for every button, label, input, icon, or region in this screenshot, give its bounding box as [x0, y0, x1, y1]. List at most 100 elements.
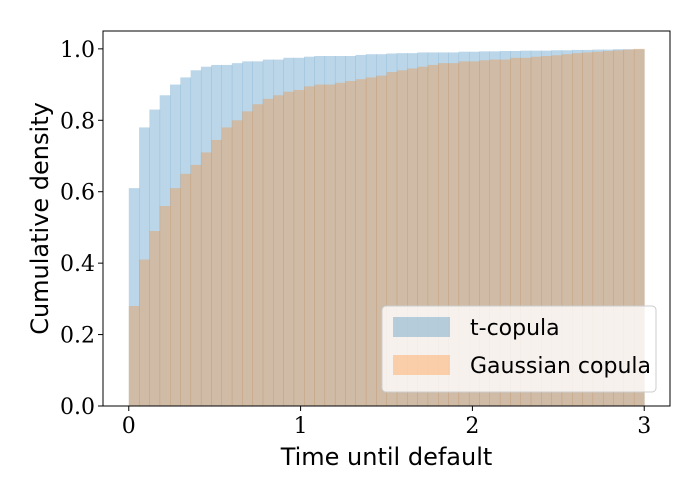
bar-gaussian-copula-36: [499, 59, 511, 406]
bar-t-copula-31: [448, 52, 460, 407]
bar-t-copula-41: [551, 50, 563, 407]
histogram-bars: [128, 48, 645, 407]
bar-t-copula-47: [613, 49, 625, 406]
legend: t-copula Gaussian copula: [381, 305, 657, 393]
bar-t-copula-20: [334, 56, 346, 406]
bar-gaussian-copula-21: [345, 81, 356, 406]
bar-t-copula-37: [510, 51, 521, 406]
y-tick-label-1: 0.2: [60, 324, 95, 349]
bar-gaussian-copula-14: [273, 95, 284, 407]
bar-gaussian-copula-4: [170, 188, 181, 406]
bar-gaussian-copula-48: [623, 49, 635, 406]
bar-t-copula-43: [572, 49, 583, 407]
bar-gaussian-copula-35: [489, 59, 501, 406]
bar-gaussian-copula-49: [633, 48, 645, 406]
bar-t-copula-42: [561, 50, 573, 407]
bar-gaussian-copula-15: [283, 91, 295, 406]
legend-swatch-gaussian-copula: [393, 355, 450, 375]
bar-t-copula-2: [149, 109, 161, 407]
bar-gaussian-copula-13: [262, 98, 274, 406]
bar-gaussian-copula-16: [293, 89, 305, 406]
bar-gaussian-copula-3: [159, 206, 171, 406]
bar-gaussian-copula-17: [304, 86, 315, 406]
x-tick-label-3: 3: [637, 414, 651, 439]
bar-t-copula-48: [623, 49, 635, 406]
bar-t-copula-21: [345, 56, 356, 406]
bar-gaussian-copula-19: [324, 84, 336, 407]
bar-gaussian-copula-23: [365, 77, 377, 406]
bar-gaussian-copula-11: [242, 111, 253, 406]
x-tick-label-0: 0: [122, 414, 136, 439]
y-tick-label-5: 1.0: [60, 38, 95, 63]
bar-gaussian-copula-0: [128, 306, 140, 406]
bar-gaussian-copula-37: [510, 57, 521, 407]
bar-t-copula-10: [231, 63, 243, 407]
x-axis-label: Time until default: [280, 443, 493, 471]
y-tick-label-2: 0.4: [60, 252, 95, 277]
bar-gaussian-copula-10: [231, 120, 243, 407]
bar-t-copula-29: [427, 52, 439, 407]
bar-t-copula-33: [468, 51, 480, 406]
bar-t-copula-7: [200, 66, 212, 406]
bar-gaussian-copula-20: [334, 82, 346, 407]
bar-t-copula-24: [376, 54, 387, 406]
y-tick-label-3: 0.6: [60, 181, 95, 206]
legend-label-t-copula: t-copula: [470, 316, 560, 341]
bar-gaussian-copula-42: [561, 54, 573, 406]
bar-gaussian-copula-24: [376, 75, 387, 407]
bar-gaussian-copula-40: [541, 56, 552, 406]
bar-gaussian-copula-43: [572, 53, 583, 407]
bar-t-copula-34: [479, 51, 490, 406]
bar-gaussian-copula-31: [448, 63, 460, 407]
bar-t-copula-30: [438, 52, 449, 407]
bar-gaussian-copula-39: [530, 56, 542, 406]
y-tick-label-4: 0.8: [60, 109, 95, 134]
legend-box: [381, 305, 657, 393]
x-tick-label-1: 1: [294, 414, 308, 439]
bar-gaussian-copula-41: [551, 55, 563, 407]
bar-gaussian-copula-25: [386, 72, 398, 407]
bar-t-copula-0: [128, 188, 140, 406]
bar-t-copula-12: [252, 61, 264, 406]
bar-gaussian-copula-9: [221, 127, 233, 406]
bar-gaussian-copula-12: [252, 104, 264, 406]
bar-t-copula-38: [520, 50, 532, 407]
bar-t-copula-46: [602, 49, 614, 406]
bar-gaussian-copula-32: [458, 61, 470, 406]
legend-swatch-t-copula: [393, 317, 450, 337]
bar-gaussian-copula-38: [520, 57, 532, 407]
bar-gaussian-copula-46: [602, 51, 614, 406]
bar-t-copula-39: [530, 50, 542, 407]
plot-frame: [102, 30, 671, 407]
bar-t-copula-25: [386, 53, 398, 406]
bar-gaussian-copula-1: [139, 259, 150, 406]
bar-t-copula-22: [355, 54, 367, 407]
bar-t-copula-40: [541, 50, 552, 407]
legend-label-gaussian-copula: Gaussian copula: [470, 354, 651, 379]
bar-gaussian-copula-47: [613, 50, 625, 407]
bar-t-copula-8: [211, 64, 222, 406]
bar-t-copula-16: [293, 57, 305, 407]
bar-gaussian-copula-5: [180, 173, 192, 406]
bar-gaussian-copula-33: [468, 61, 480, 406]
bar-t-copula-6: [190, 70, 202, 407]
y-axis-label: Cumulative density: [26, 102, 54, 335]
bar-gaussian-copula-30: [438, 63, 449, 407]
bar-t-copula-44: [582, 49, 594, 407]
bar-gaussian-copula-6: [190, 164, 202, 406]
x-tick-label-2: 2: [465, 414, 479, 439]
bar-t-copula-35: [489, 51, 501, 406]
bar-gaussian-copula-7: [200, 152, 212, 406]
bar-t-copula-15: [283, 57, 295, 407]
bar-t-copula-26: [396, 53, 408, 407]
bar-t-copula-11: [242, 61, 253, 406]
bar-t-copula-14: [273, 59, 284, 406]
bar-t-copula-19: [324, 56, 336, 406]
bar-gaussian-copula-27: [407, 68, 418, 406]
bar-t-copula-1: [139, 127, 150, 406]
bar-gaussian-copula-29: [427, 64, 439, 406]
y-axis-ticks: 0.0 0.2 0.4 0.6 0.8 1.0: [60, 38, 103, 420]
bar-t-copula-32: [458, 51, 470, 406]
bar-gaussian-copula-28: [417, 66, 429, 406]
